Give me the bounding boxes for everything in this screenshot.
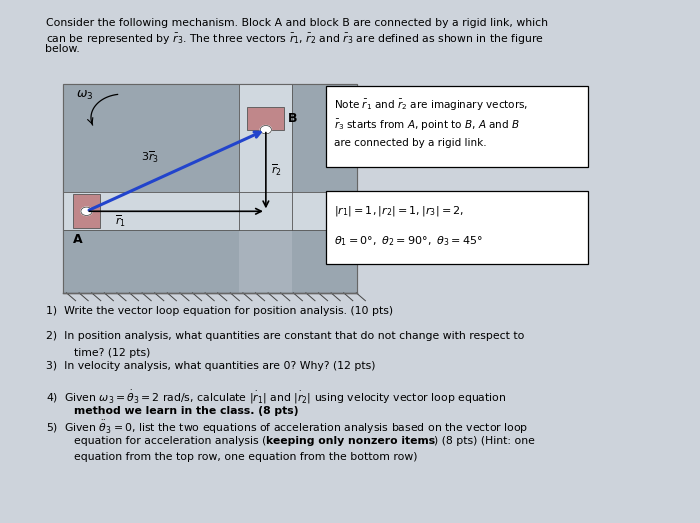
Text: $\bar{r}_3$ starts from $A$, point to $B$, $A$ and $B$: $\bar{r}_3$ starts from $A$, point to $B… xyxy=(334,118,519,133)
Text: ) (8 pts) (Hint: one: ) (8 pts) (Hint: one xyxy=(434,436,535,446)
Bar xyxy=(326,86,588,167)
Text: can be represented by $\bar{r}_3$. The three vectors $\bar{r}_1$, $\bar{r}_2$ an: can be represented by $\bar{r}_3$. The t… xyxy=(46,31,543,47)
Text: time? (12 pts): time? (12 pts) xyxy=(74,348,150,358)
Text: $3\overline{r}_3$: $3\overline{r}_3$ xyxy=(141,150,159,165)
Text: $|r_1| = 1, |r_2| = 1, |r_3| = 2,$: $|r_1| = 1, |r_2| = 1, |r_3| = 2,$ xyxy=(334,204,464,218)
Text: Consider the following mechanism. Block A and block B are connected by a rigid l: Consider the following mechanism. Block … xyxy=(46,18,547,28)
Text: 2)  In position analysis, what quantities are constant that do not change with r: 2) In position analysis, what quantities… xyxy=(46,331,524,341)
Text: method we learn in the class. (8 pts): method we learn in the class. (8 pts) xyxy=(74,405,298,416)
Text: are connected by a rigid link.: are connected by a rigid link. xyxy=(334,138,486,147)
Bar xyxy=(63,192,357,230)
Bar xyxy=(247,107,284,130)
Text: B: B xyxy=(288,112,298,124)
Bar xyxy=(293,230,357,293)
Text: $\overline{r}_1$: $\overline{r}_1$ xyxy=(115,214,125,230)
Text: 1)  Write the vector loop equation for position analysis. (10 pts): 1) Write the vector loop equation for po… xyxy=(46,306,393,316)
Text: 3)  In velocity analysis, what quantities are 0? Why? (12 pts): 3) In velocity analysis, what quantities… xyxy=(46,361,375,371)
Bar xyxy=(63,84,239,192)
Text: equation for acceleration analysis (: equation for acceleration analysis ( xyxy=(74,436,266,446)
Bar xyxy=(74,195,100,228)
Bar xyxy=(63,230,239,293)
Bar xyxy=(293,84,357,192)
Circle shape xyxy=(260,126,272,134)
Text: Note $\bar{r}_1$ and $\bar{r}_2$ are imaginary vectors,: Note $\bar{r}_1$ and $\bar{r}_2$ are ima… xyxy=(334,98,528,113)
Text: A: A xyxy=(74,233,83,246)
Text: $\overline{r}_2$: $\overline{r}_2$ xyxy=(272,163,282,178)
Text: keeping only nonzero items: keeping only nonzero items xyxy=(266,436,435,446)
Text: $\omega_3$: $\omega_3$ xyxy=(76,89,93,102)
Circle shape xyxy=(81,207,92,215)
Bar xyxy=(326,191,588,264)
Text: below.: below. xyxy=(46,44,80,54)
Bar xyxy=(239,84,293,230)
Text: equation from the top row, one equation from the bottom row): equation from the top row, one equation … xyxy=(74,452,417,462)
Text: $\theta_1 = 0°,\ \theta_2 = 90°,\ \theta_3 = 45°$: $\theta_1 = 0°,\ \theta_2 = 90°,\ \theta… xyxy=(334,234,483,248)
Text: 5)  Given $\ddot{\theta}_3 = 0$, list the two equations of acceleration analysis: 5) Given $\ddot{\theta}_3 = 0$, list the… xyxy=(46,419,528,436)
Bar xyxy=(63,84,357,293)
Bar xyxy=(63,84,357,293)
Text: 4)  Given $\omega_3 = \dot{\theta}_3 = 2$ rad/s, calculate $|\dot{r}_1|$ and $|\: 4) Given $\omega_3 = \dot{\theta}_3 = 2$… xyxy=(46,389,506,406)
